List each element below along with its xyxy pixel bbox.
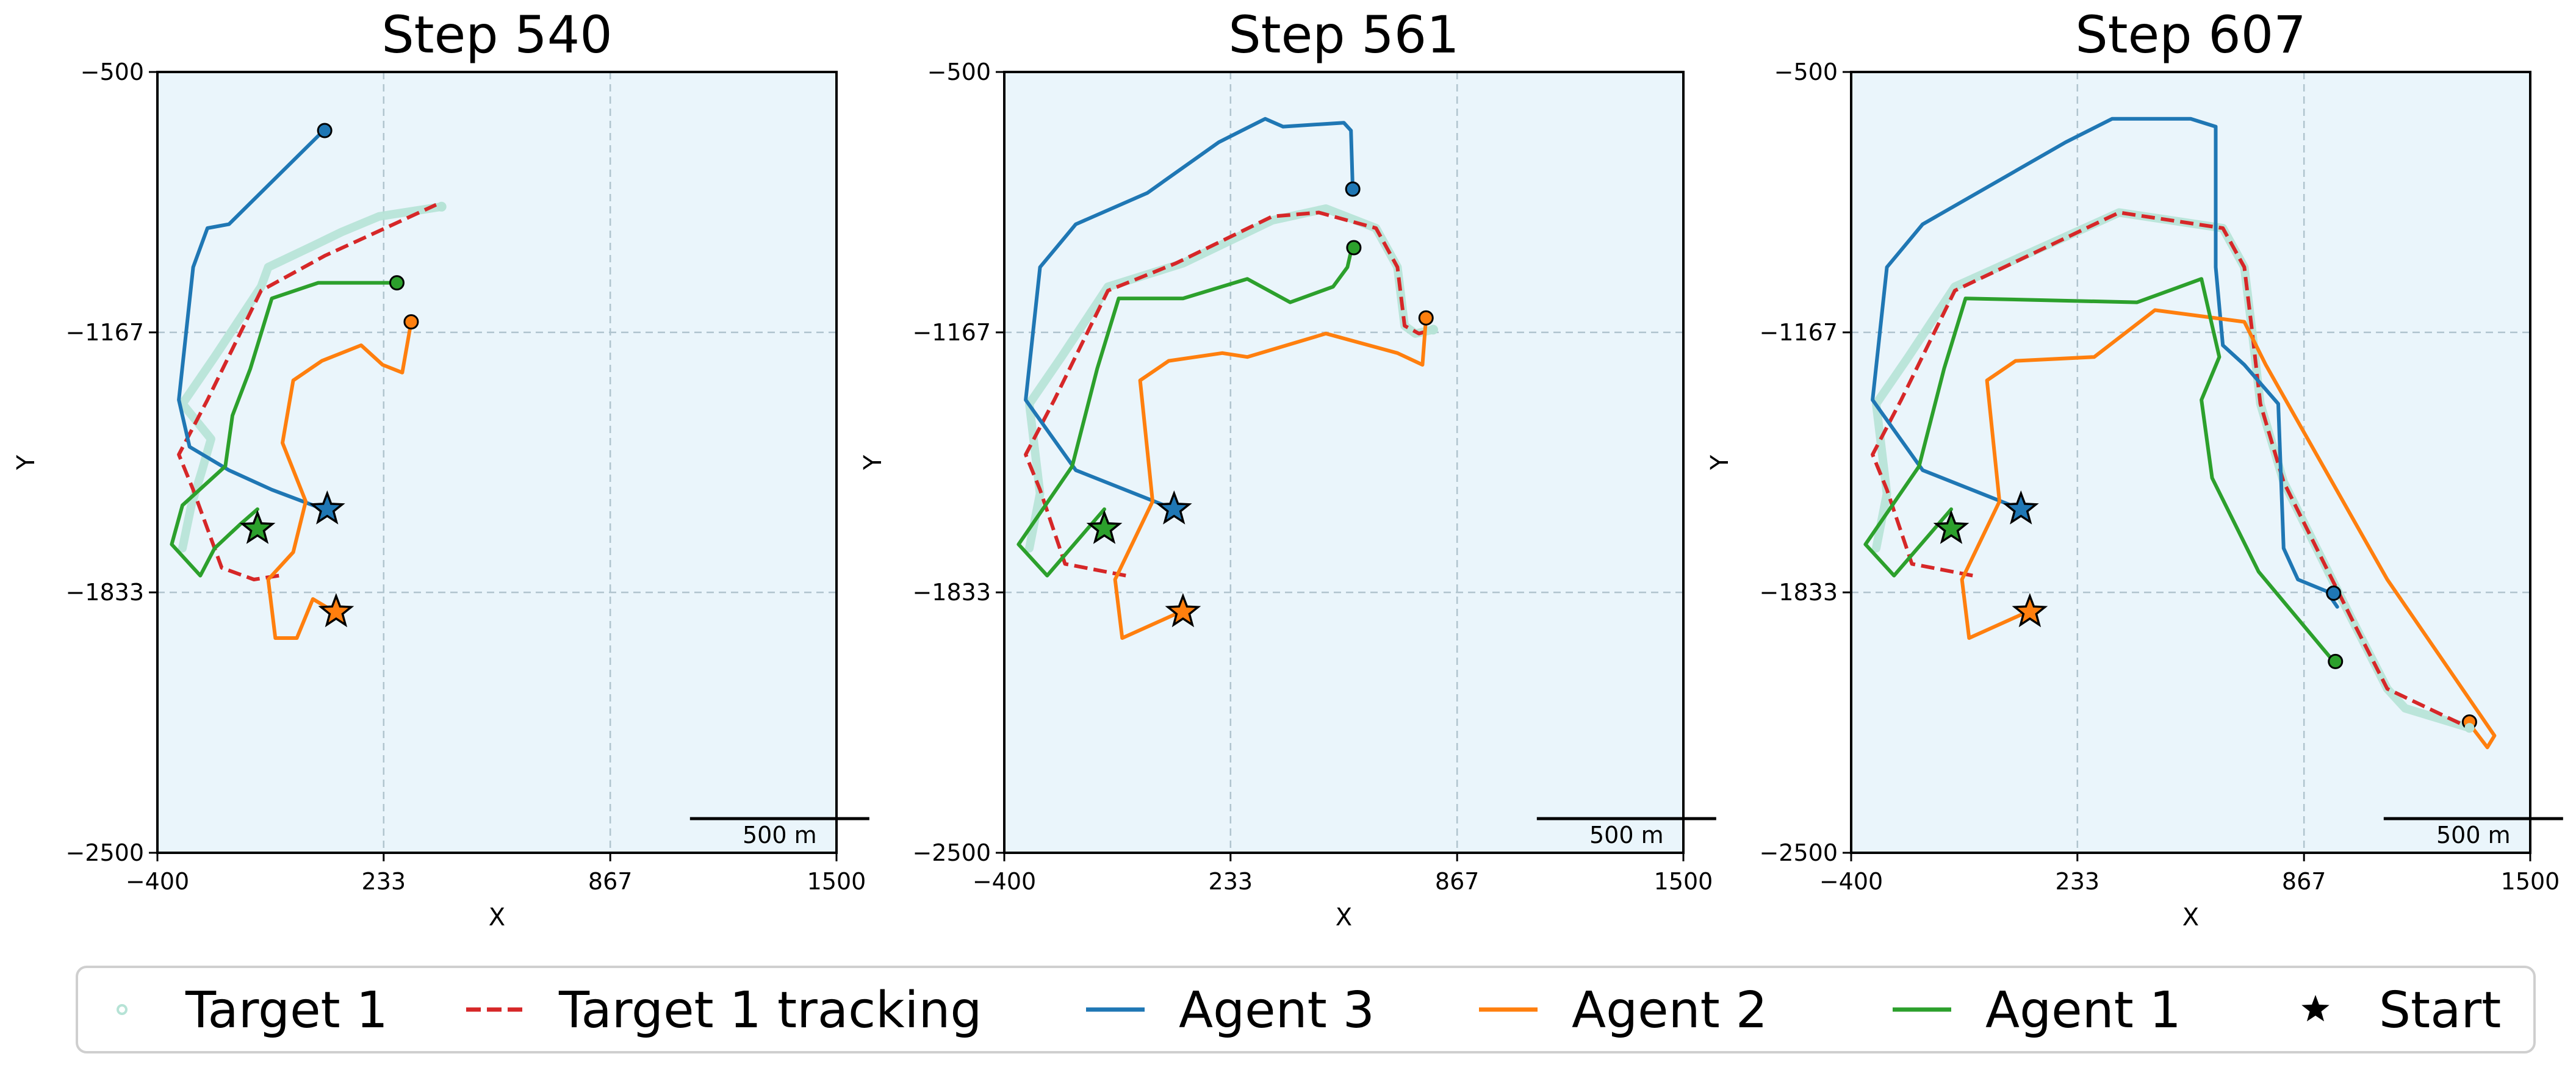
end-point-target-1 [2464, 723, 2475, 733]
legend-item-start: Start [2301, 981, 2501, 1039]
y-tick-label: −1167 [912, 319, 991, 346]
start-star-agent-2 [318, 593, 354, 628]
x-tick-label: 867 [1435, 868, 1480, 895]
end-point-agent-2 [403, 314, 419, 330]
series-agent-2 [1113, 316, 1428, 640]
end-point-agent-2 [1418, 310, 1434, 326]
y-axis-label: Y [12, 454, 40, 470]
x-tick-label: 233 [362, 868, 406, 895]
chart-panel-1: −400 233 867 1500 −500 −1167 −1833 −2500 X Y Step … [12, 5, 869, 931]
y-axis-label: Y [1706, 454, 1734, 470]
series-agent-3 [1024, 117, 1355, 511]
x-axis-label: X [1336, 903, 1352, 931]
series-agent-1 [170, 281, 399, 578]
scalebar-label: 500 m [2436, 822, 2511, 849]
x-tick-label: −400 [973, 868, 1036, 895]
end-point-target-1 [1428, 325, 1438, 335]
series-agent-1 [1863, 277, 2336, 664]
start-star-agent-3 [309, 490, 345, 525]
chart-title: Step 607 [2075, 5, 2306, 65]
x-axis-label: X [2182, 903, 2199, 931]
y-tick-label: −2500 [1759, 839, 1838, 866]
plot-area [157, 72, 836, 853]
series-target-1-tracking [1871, 210, 2470, 730]
y-tick-label: −1167 [65, 319, 144, 346]
y-tick-label: −1833 [1759, 579, 1838, 606]
legend-item-agent-2: Agent 2 [1479, 981, 1768, 1039]
chart-title: Step 561 [1228, 5, 1459, 65]
series-agent-2 [266, 320, 413, 640]
y-tick-label: −2500 [65, 839, 144, 866]
end-point-agent-3 [1345, 181, 1361, 197]
legend-item-target-1: Target 1 [117, 981, 388, 1039]
x-axis-label: X [489, 903, 505, 931]
series-agent-3 [1871, 117, 2339, 609]
legend-marker-dot [117, 1004, 128, 1015]
start-star-agent-2 [2012, 593, 2048, 628]
end-point-agent-1 [2328, 653, 2344, 669]
series-agent-1 [1016, 249, 1353, 578]
y-tick-label: −1167 [1759, 319, 1838, 346]
x-tick-label: 1500 [807, 868, 866, 895]
series-target-1-tracking [1024, 210, 1434, 578]
legend-label: Target 1 tracking [558, 981, 982, 1039]
legend-label: Start [2379, 981, 2501, 1039]
chart-panel-2: −400 233 867 1500 −500 −1167 −1833 −2500 X Y Step … [859, 5, 1716, 931]
end-point-target-1 [436, 201, 447, 212]
series-target-1 [178, 202, 446, 553]
x-tick-label: 867 [2282, 868, 2326, 895]
y-tick-label: −500 [1774, 59, 1838, 85]
chart-panel-3: −400 233 867 1500 −500 −1167 −1833 −2500 X Y Step … [1706, 5, 2563, 931]
x-tick-label: 1500 [1654, 868, 1713, 895]
legend-marker-star [2301, 995, 2330, 1022]
start-star-agent-2 [1165, 593, 1201, 628]
panels: −400 233 867 1500 −500 −1167 −1833 −2500 X Y Step … [12, 5, 2563, 931]
y-tick-label: −500 [927, 59, 991, 85]
scalebar-label: 500 m [1589, 822, 1664, 849]
start-star-agent-3 [1156, 490, 1192, 525]
series-agent-3 [177, 129, 326, 511]
x-tick-label: 233 [2056, 868, 2100, 895]
y-tick-label: −1833 [912, 579, 991, 606]
x-tick-label: 1500 [2501, 868, 2560, 895]
end-point-agent-3 [317, 123, 333, 138]
chart-title: Step 540 [381, 5, 612, 65]
legend-box [76, 966, 2536, 1053]
plot-frame [1850, 71, 2531, 854]
legend-item-target-1-tracking: Target 1 tracking [466, 981, 982, 1039]
x-tick-label: −400 [126, 868, 189, 895]
start-star-agent-1 [239, 509, 276, 544]
series-target-1-tracking [177, 203, 437, 581]
legend-label: Agent 2 [1572, 981, 1768, 1039]
plot-frame [1003, 71, 1685, 854]
start-star-agent-3 [2002, 490, 2039, 525]
x-tick-label: 233 [1209, 868, 1253, 895]
y-tick-label: −2500 [912, 839, 991, 866]
scalebar-label: 500 m [743, 822, 817, 849]
x-tick-label: −400 [1819, 868, 1883, 895]
y-axis-label: Y [859, 454, 887, 470]
x-tick-label: 867 [588, 868, 633, 895]
series-agent-2 [1960, 308, 2497, 750]
plot-area [1004, 72, 1683, 853]
start-star-agent-1 [1933, 509, 1970, 544]
end-point-agent-1 [389, 275, 405, 291]
legend-label: Agent 3 [1179, 981, 1375, 1039]
y-tick-label: −500 [81, 59, 144, 85]
legend-label: Agent 1 [1985, 981, 2181, 1039]
y-tick-label: −1833 [65, 579, 144, 606]
legend-item-agent-1: Agent 1 [1893, 981, 2181, 1039]
legend-item-agent-3: Agent 3 [1086, 981, 1375, 1039]
end-point-agent-1 [1346, 240, 1362, 256]
end-point-agent-3 [2326, 585, 2342, 601]
plot-frame [156, 71, 838, 854]
legend-label: Target 1 [185, 981, 388, 1039]
legend: Target 1 Target 1 tracking Agent 3 Agent 2 A… [76, 966, 2536, 1053]
start-star-agent-1 [1086, 509, 1123, 544]
plot-area [1851, 72, 2530, 853]
